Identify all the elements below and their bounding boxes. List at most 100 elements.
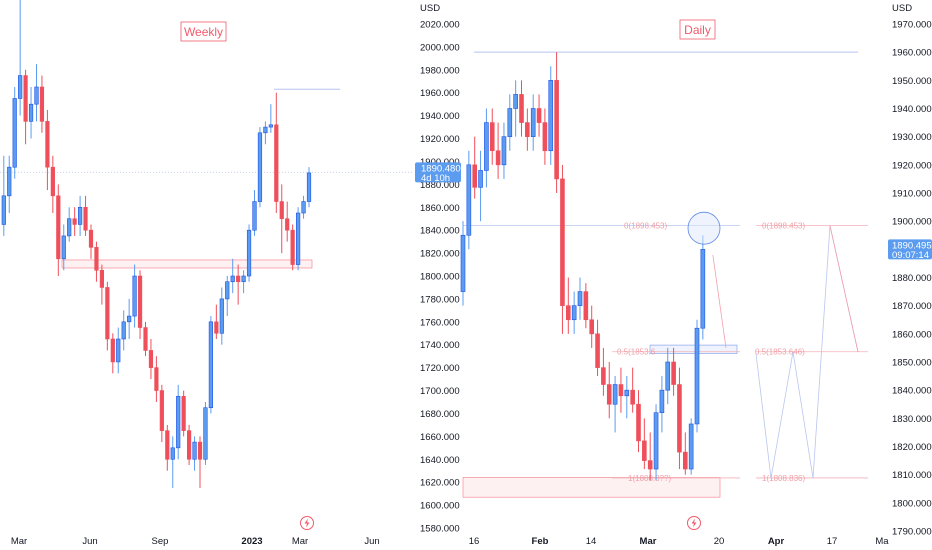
weekly-candle <box>83 206 88 231</box>
fib-level-label: 0(1898.453) <box>762 222 805 231</box>
weekly-x-tick: Mar <box>292 536 308 547</box>
daily-top-zone <box>649 344 738 354</box>
daily-candle <box>542 122 548 152</box>
daily-candle <box>577 291 583 306</box>
weekly-y-tick: 1600.000 <box>420 501 460 512</box>
weekly-countdown-label: 4d 10h <box>421 173 450 184</box>
weekly-y-tick: 2020.000 <box>420 20 460 31</box>
weekly-candle <box>18 75 23 99</box>
weekly-candle <box>279 201 284 220</box>
weekly-y-tick: 1580.000 <box>420 524 460 535</box>
weekly-y-tick: 1880.000 <box>420 180 460 191</box>
weekly-candle <box>12 98 17 168</box>
weekly-candle <box>127 315 132 323</box>
weekly-candle <box>94 247 99 271</box>
daily-y-tick: 1920.000 <box>892 160 932 171</box>
weekly-candle <box>301 201 306 214</box>
daily-y-tick: 1870.000 <box>892 301 932 312</box>
weekly-y-tick: 1920.000 <box>420 134 460 145</box>
weekly-candle <box>192 441 197 460</box>
weekly-y-tick: 1720.000 <box>420 363 460 374</box>
weekly-y-tick: 1800.000 <box>420 272 460 283</box>
weekly-candle <box>61 235 66 260</box>
weekly-candle <box>45 121 50 168</box>
weekly-candle <box>257 132 263 202</box>
weekly-candle <box>181 395 186 431</box>
daily-candle <box>665 361 671 391</box>
weekly-y-tick: 2000.000 <box>420 42 460 53</box>
weekly-candle <box>306 172 312 202</box>
weekly-candle <box>143 327 148 351</box>
daily-candle <box>466 164 472 236</box>
weekly-candle <box>274 124 279 202</box>
daily-y-tick: 1930.000 <box>892 132 932 143</box>
daily-candle <box>460 234 466 292</box>
daily-candle <box>478 170 483 188</box>
daily-x-tick: 20 <box>714 536 725 547</box>
weekly-y-tick: 1700.000 <box>420 386 460 397</box>
daily-candle <box>571 305 577 321</box>
daily-candle <box>694 327 700 425</box>
weekly-title-box <box>180 21 227 42</box>
daily-candle <box>595 333 600 368</box>
weekly-candle <box>110 338 115 363</box>
weekly-y-tick: 1940.000 <box>420 111 460 122</box>
weekly-replay-icon[interactable] <box>300 516 314 530</box>
weekly-candle <box>230 275 235 283</box>
weekly-candle <box>1 195 6 225</box>
daily-bottom-zone <box>462 477 721 498</box>
weekly-candle <box>28 103 34 122</box>
weekly-y-tick: 1960.000 <box>420 88 460 99</box>
weekly-price-label: 1890.480 <box>421 163 461 174</box>
weekly-candle <box>295 212 301 265</box>
daily-y-ticks: 1970.000 1960.000 1950.000 1940.000 1930.000… <box>892 20 932 538</box>
daily-y-tick: 1840.000 <box>892 386 932 397</box>
projection-drop <box>829 225 859 352</box>
daily-y-tick: 1950.000 <box>892 76 932 87</box>
daily-replay-icon[interactable] <box>687 516 701 530</box>
daily-candle <box>671 361 676 385</box>
weekly-y-tick: 1840.000 <box>420 226 460 237</box>
daily-countdown-label: 09:07:14 <box>892 250 929 261</box>
daily-highlight-circle <box>687 211 721 245</box>
daily-candle <box>659 389 665 413</box>
daily-candle <box>548 80 554 152</box>
daily-candle <box>601 367 606 385</box>
projection-arrow <box>712 254 727 348</box>
daily-title-box <box>679 19 716 40</box>
weekly-candle <box>236 275 241 283</box>
weekly-x-tick: Mar <box>11 536 27 547</box>
weekly-candle <box>88 229 94 248</box>
weekly-price-badge <box>415 162 461 183</box>
weekly-candle <box>214 321 219 334</box>
weekly-y-tick: 1760.000 <box>420 317 460 328</box>
daily-candle <box>484 122 489 171</box>
daily-candle <box>489 122 495 152</box>
daily-title: Daily <box>684 23 711 37</box>
daily-y-tick: 1970.000 <box>892 20 932 31</box>
weekly-x-tick: Jun <box>364 536 379 547</box>
weekly-y-tick: 1860.000 <box>420 203 460 214</box>
weekly-candle <box>105 287 110 340</box>
fib-level-label: 0.5(1853.646) <box>755 348 805 357</box>
weekly-candle <box>116 338 121 363</box>
daily-y-tick: 1860.000 <box>892 329 932 340</box>
daily-y-tick: 1810.000 <box>892 470 932 481</box>
daily-y-tick: 1790.000 <box>892 527 932 538</box>
daily-candle <box>501 136 507 166</box>
daily-y-tick: 1830.000 <box>892 414 932 425</box>
weekly-candle <box>290 229 295 265</box>
daily-candle <box>606 384 612 405</box>
fib-level-label: 0.5(1853.6 <box>617 348 656 357</box>
weekly-x-tick: Sep <box>152 536 169 547</box>
weekly-title: Weekly <box>184 25 223 39</box>
daily-candle <box>688 423 694 470</box>
weekly-candle <box>7 166 12 197</box>
weekly-candle <box>241 275 246 283</box>
weekly-candle <box>285 218 290 231</box>
weekly-candle <box>72 218 77 225</box>
daily-x-tick: Apr <box>768 536 785 547</box>
daily-candle <box>677 384 682 453</box>
weekly-x-tick: 2023 <box>241 536 262 547</box>
